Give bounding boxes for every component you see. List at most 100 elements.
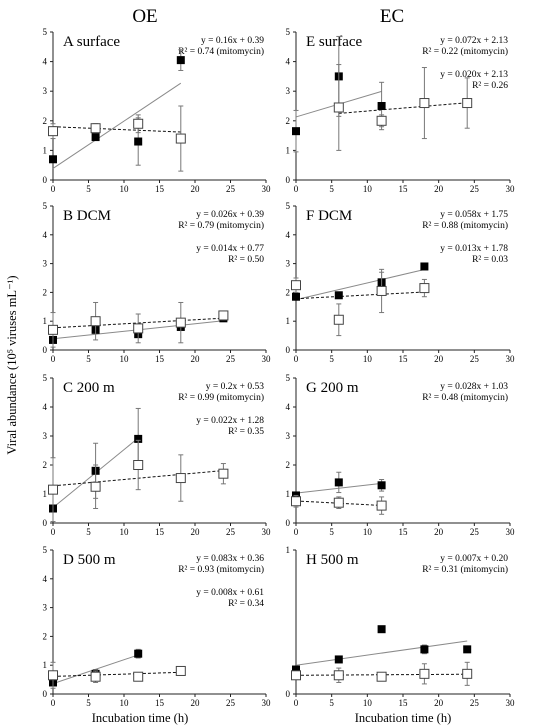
data-point-open (48, 126, 58, 137)
y-tick-label: 4 (43, 230, 48, 240)
data-point-open (133, 671, 144, 682)
x-tick-label: 20 (434, 698, 444, 708)
x-tick-label: 20 (434, 527, 444, 537)
data-point-open (462, 668, 473, 679)
data-point-open (333, 670, 344, 681)
panel-b: 0 5 10 15 20 25 30 0 1 2 3 4 5 B DCM y = 0.026x + 0.39… (43, 201, 272, 364)
y-tick-label: 2 (43, 287, 48, 297)
x-tick-label: 5 (86, 184, 91, 194)
trend-line-dashed (338, 102, 468, 114)
x-tick-label: 15 (155, 698, 165, 708)
y-tick-label: 2 (286, 116, 291, 126)
x-tick-label: 25 (470, 698, 480, 708)
panel-e: 0 5 10 15 20 25 30 0 1 2 3 4 5 E surface y = 0.072x + … (286, 27, 516, 194)
x-tick-label: 15 (399, 354, 409, 364)
data-point-open (333, 102, 344, 113)
y-tick-label: 2 (286, 287, 291, 297)
y-tick-label: 1 (43, 145, 48, 155)
x-tick-label: 10 (363, 354, 373, 364)
y-tick-label: 1 (43, 489, 48, 499)
regression-equation: R² = 0.93 (mitomycin) (178, 564, 264, 575)
y-tick-label: 1 (286, 545, 291, 555)
data-point-open (376, 500, 387, 511)
x-tick-label: 5 (329, 527, 334, 537)
panel-h: 0 5 10 15 20 25 30 0 1 H 500 m y = 0.007x + 0.20R²… (286, 545, 516, 708)
data-point-filled (292, 292, 300, 301)
x-tick-label: 25 (226, 527, 236, 537)
data-point-open (48, 670, 58, 681)
panel-d: 0 5 10 15 20 25 30 0 1 2 3 4 5 D 500 m y = 0.083x + 0.… (43, 545, 272, 708)
regression-equation: R² = 0.35 (228, 427, 264, 437)
x-tick-label: 25 (226, 354, 236, 364)
x-tick-label: 25 (226, 184, 236, 194)
data-point-open (175, 473, 186, 484)
panel-label: F DCM (306, 208, 352, 224)
data-point-open (48, 484, 58, 495)
x-tick-label: 20 (191, 354, 201, 364)
x-tick-label: 10 (363, 527, 373, 537)
data-point-filled (377, 481, 386, 490)
regression-equation: y = 0.007x + 0.20 (440, 554, 508, 564)
data-point-open (90, 123, 101, 134)
y-tick-label: 0 (286, 175, 291, 185)
x-tick-label: 0 (51, 698, 56, 708)
regression-equation: R² = 0.79 (mitomycin) (178, 220, 264, 231)
trend-line-dashed (52, 671, 181, 677)
x-tick-label: 5 (86, 354, 91, 364)
data-point-filled (420, 645, 429, 654)
panel-label: E surface (306, 34, 363, 50)
trend-line-dashed (295, 291, 425, 300)
y-tick-label: 5 (286, 201, 291, 211)
y-tick-label: 2 (43, 631, 48, 641)
panel-label: G 200 m (306, 380, 359, 396)
data-point-filled (292, 127, 300, 136)
trend-line-dashed (52, 126, 181, 133)
x-axis-title-ec: Incubation time (h) (355, 711, 452, 725)
y-tick-label: 2 (43, 460, 48, 470)
x-tick-label: 5 (329, 184, 334, 194)
data-point-filled (463, 645, 472, 654)
data-point-filled (134, 649, 143, 658)
regression-equation: y = 0.16x + 0.39 (201, 36, 264, 46)
x-tick-label: 15 (399, 184, 409, 194)
regression-equation: y = 0.028x + 1.03 (440, 382, 508, 392)
x-tick-label: 30 (262, 527, 272, 537)
y-tick-label: 0 (286, 689, 291, 699)
data-point-filled (334, 478, 343, 487)
y-tick-label: 3 (286, 259, 291, 269)
data-point-open (175, 317, 186, 328)
data-point-open (419, 668, 430, 679)
x-tick-label: 20 (191, 527, 201, 537)
data-point-open (291, 280, 301, 291)
data-point-open (218, 468, 229, 479)
data-point-open (462, 98, 473, 109)
x-tick-label: 15 (399, 698, 409, 708)
column-heading-ec: EC (380, 6, 404, 27)
trend-line-solid (295, 640, 468, 666)
x-tick-label: 30 (506, 354, 516, 364)
data-point-open (419, 98, 430, 109)
x-tick-label: 10 (363, 698, 373, 708)
x-tick-label: 15 (155, 184, 165, 194)
y-tick-label: 3 (43, 431, 48, 441)
y-tick-label: 3 (43, 259, 48, 269)
x-tick-label: 20 (191, 184, 201, 194)
x-tick-label: 30 (262, 698, 272, 708)
panel-label: A surface (63, 34, 120, 50)
y-tick-label: 3 (286, 86, 291, 96)
y-tick-label: 3 (43, 86, 48, 96)
x-tick-label: 20 (191, 698, 201, 708)
y-tick-label: 4 (43, 402, 48, 412)
x-tick-label: 10 (120, 527, 130, 537)
regression-equation: R² = 0.34 (228, 599, 264, 609)
x-tick-label: 0 (294, 698, 299, 708)
panel-a: 0 5 10 15 20 25 30 0 1 2 3 4 5 A surface y = 0.16x + 0… (43, 27, 272, 194)
data-point-filled (334, 655, 343, 664)
data-point-open (90, 316, 101, 327)
x-tick-label: 30 (506, 527, 516, 537)
data-point-open (133, 460, 144, 470)
y-tick-label: 0 (286, 518, 291, 528)
data-point-open (333, 314, 344, 325)
y-tick-label: 1 (286, 489, 291, 499)
data-point-open (133, 118, 144, 129)
